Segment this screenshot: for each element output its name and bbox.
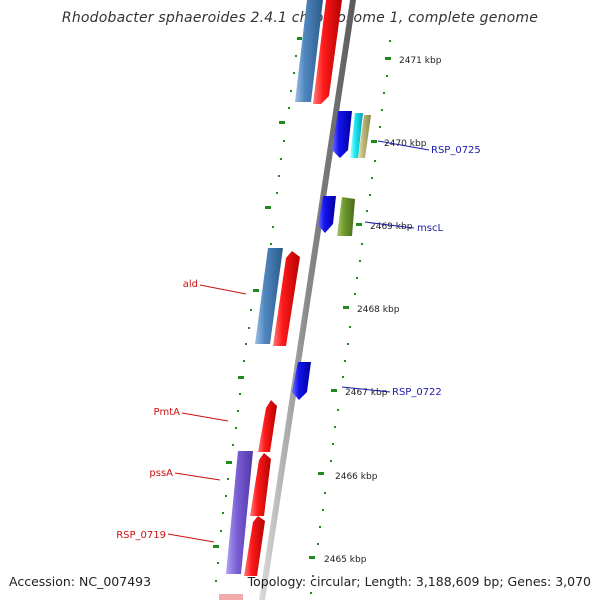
genome-summary: Topology: circular; Length: 3,188,609 bp… xyxy=(247,574,591,589)
gene-feature[interactable] xyxy=(318,196,336,233)
gene-feature[interactable] xyxy=(273,251,300,346)
gene-feature[interactable] xyxy=(258,400,277,452)
chromosome-backbone xyxy=(259,0,356,600)
accession-label: Accession: NC_007493 xyxy=(9,574,152,589)
gene-label-rsp-0719[interactable]: RSP_0719 xyxy=(116,530,166,541)
scale-label: 2471 kbp xyxy=(399,56,442,66)
scale-label: 2466 kbp xyxy=(335,472,378,482)
scale-label: 2467 kbp xyxy=(345,388,388,398)
left-tick-track xyxy=(213,37,302,582)
left-label-leaders xyxy=(167,284,247,543)
gene-feature[interactable] xyxy=(250,453,271,516)
gene-label-rsp-0722[interactable]: RSP_0722 xyxy=(392,387,442,398)
gene-feature[interactable] xyxy=(226,451,253,574)
scale-label: 2468 kbp xyxy=(357,305,400,315)
gene-label-rsp-0725[interactable]: RSP_0725 xyxy=(431,145,481,156)
gene-label-pmta[interactable]: PmtA xyxy=(153,407,180,418)
right-tick-track xyxy=(309,40,391,594)
scale-label: 2470 kbp xyxy=(384,139,427,149)
gene-label-ald[interactable]: ald xyxy=(183,279,198,290)
gene-feature[interactable] xyxy=(332,111,352,158)
scale-label: 2465 kbp xyxy=(324,555,367,565)
gene-feature[interactable] xyxy=(295,0,323,102)
gene-feature[interactable] xyxy=(337,197,355,236)
gene-feature[interactable] xyxy=(358,115,371,158)
gene-feature[interactable] xyxy=(350,113,363,158)
page-title: Rhodobacter sphaeroides 2.4.1 chromosome… xyxy=(61,10,539,26)
gene-label-mscl[interactable]: mscL xyxy=(417,223,443,234)
gene-label-pssa[interactable]: pssA xyxy=(149,468,173,479)
right-label-leaders xyxy=(341,140,430,393)
gene-feature[interactable] xyxy=(255,248,283,344)
gene-feature[interactable] xyxy=(219,594,243,600)
gene-feature[interactable] xyxy=(292,362,311,400)
gene-feature[interactable] xyxy=(244,516,265,576)
gene-feature[interactable] xyxy=(313,0,342,104)
scale-label: 2469 kbp xyxy=(370,222,413,232)
